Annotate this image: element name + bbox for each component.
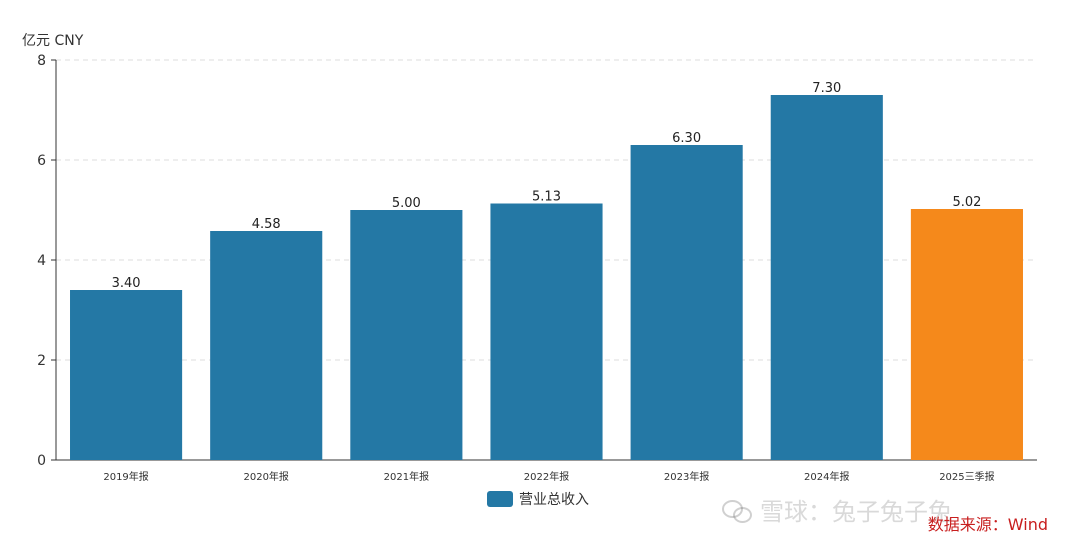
bar-value-label: 4.58 (252, 217, 281, 232)
x-tick-label: 2025三季报 (939, 470, 994, 483)
legend-swatch (487, 491, 513, 507)
legend-label: 营业总收入 (519, 492, 589, 508)
x-tick-label: 2020年报 (243, 470, 288, 483)
bar[interactable] (70, 290, 183, 460)
y-axis-unit-label: 亿元 CNY (22, 33, 84, 49)
x-tick-label: 2019年报 (103, 470, 148, 483)
watermark: 雪球：兔子兔子兔 (722, 492, 952, 527)
bar[interactable] (630, 145, 743, 460)
bar-value-label: 6.30 (672, 131, 701, 146)
data-source-note: 数据来源：Wind (927, 515, 1048, 534)
bar-value-label: 7.30 (812, 81, 841, 96)
bars (70, 95, 1023, 460)
y-tick-label: 8 (37, 53, 46, 69)
x-tick-label: 2024年报 (804, 470, 849, 483)
legend[interactable]: 营业总收入 (487, 489, 589, 509)
bar-value-label: 3.40 (112, 276, 141, 291)
bar[interactable] (490, 203, 603, 461)
bar-value-label: 5.00 (392, 196, 421, 211)
y-tick-label: 2 (37, 353, 46, 369)
x-tick-label: 2021年报 (384, 470, 429, 483)
y-tick-label: 0 (37, 453, 46, 469)
bar[interactable] (910, 209, 1023, 460)
y-tick-label: 6 (37, 153, 46, 169)
y-tick-label: 4 (37, 253, 46, 269)
bar-value-label: 5.02 (952, 195, 981, 210)
bar[interactable] (210, 231, 323, 460)
value-labels: 3.40 4.58 5.00 5.13 6.30 7.30 5.02 (112, 81, 982, 291)
bar[interactable] (350, 210, 463, 460)
x-tick-label: 2022年报 (524, 470, 569, 483)
x-tick-label: 2023年报 (664, 470, 709, 483)
wechat-icon (722, 498, 752, 523)
bar[interactable] (770, 95, 883, 460)
watermark-text: 雪球：兔子兔子兔 (760, 498, 952, 526)
bar-value-label: 5.13 (532, 190, 561, 205)
